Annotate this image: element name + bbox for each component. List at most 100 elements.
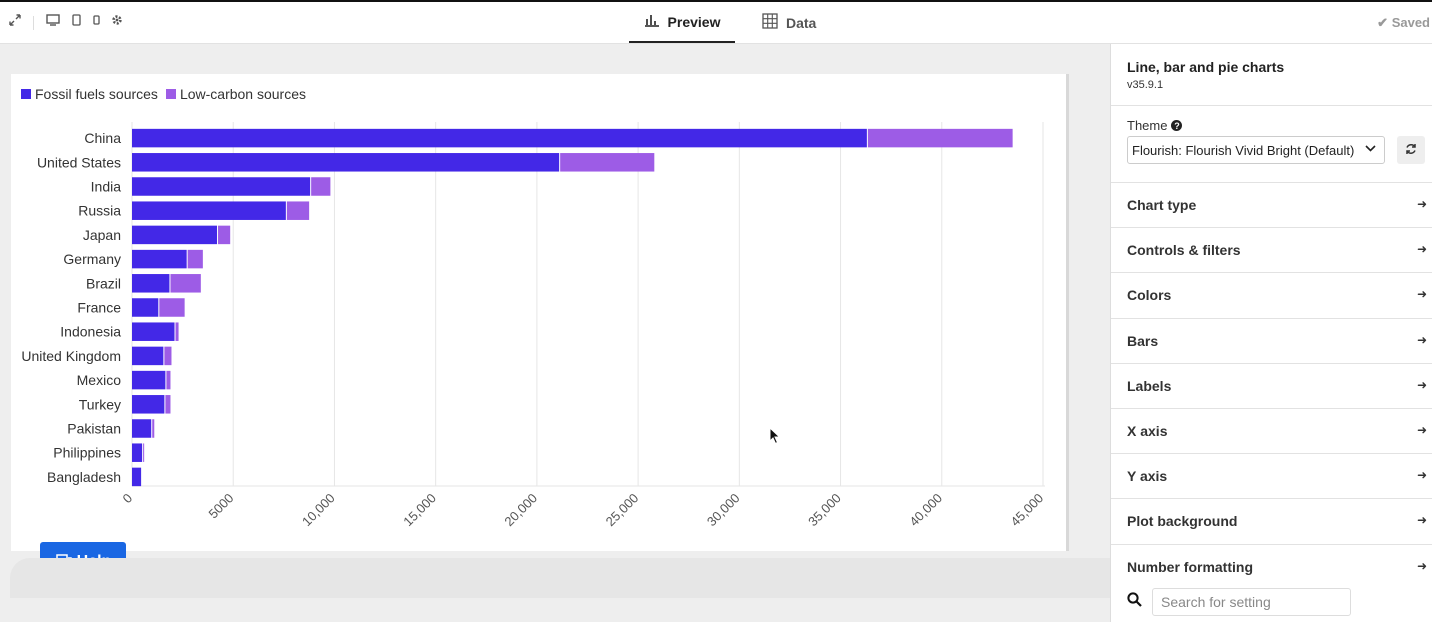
- bar-low-carbon: [166, 370, 171, 390]
- bar-fossil: [132, 153, 560, 172]
- arrow-right-icon: ➜: [1416, 468, 1427, 483]
- theme-label-text: Theme: [1127, 118, 1168, 133]
- settings-section-label: Bars: [1127, 332, 1159, 349]
- settings-panel: Line, bar and pie charts v35.9.1 Theme ?…: [1110, 44, 1432, 622]
- settings-section-label: Colors: [1127, 287, 1172, 304]
- tablet-icon[interactable]: [72, 14, 81, 30]
- bar-fossil: [132, 225, 218, 245]
- y-category-label: Philippines: [53, 445, 121, 461]
- tab-label: Preview: [667, 13, 721, 30]
- settings-section-number-formatting[interactable]: Number formatting ➜: [1111, 543, 1432, 589]
- settings-section-chart-type[interactable]: Chart type ➜: [1111, 182, 1432, 227]
- arrow-right-icon: ➜: [1416, 513, 1427, 528]
- settings-section-x-axis[interactable]: X axis ➜: [1111, 408, 1432, 453]
- legend-item-low-carbon[interactable]: Low-carbon sources: [165, 86, 306, 102]
- theme-select[interactable]: Flourish: Flourish Vivid Bright (Default…: [1127, 136, 1385, 164]
- x-tick-label: 35,000: [805, 490, 844, 529]
- y-category-label: United States: [37, 154, 121, 170]
- settings-section-y-axis[interactable]: Y axis ➜: [1111, 453, 1432, 498]
- x-tick-label: 30,000: [704, 490, 743, 529]
- refresh-theme-button[interactable]: [1397, 136, 1425, 164]
- bar-low-carbon: [170, 274, 201, 293]
- bar-chart: 0 5000 10,000 15,000 20,000 25,000 30,000 35,00…: [21, 122, 1046, 529]
- gear-icon[interactable]: [111, 14, 123, 30]
- top-toolbar: Preview Data ✔ Saved: [0, 2, 1432, 44]
- mouse-cursor-icon: [769, 426, 781, 450]
- refresh-icon: [1405, 143, 1417, 158]
- arrow-right-icon: ➜: [1416, 558, 1427, 573]
- x-tick-label: 0: [120, 490, 136, 506]
- bar-fossil: [132, 370, 166, 390]
- y-category-label: Germany: [63, 251, 121, 267]
- chart-card: 0 5000 10,000 15,000 20,000 25,000 30,000 35,00…: [11, 74, 1069, 551]
- settings-section-label: Controls & filters: [1127, 242, 1241, 259]
- template-title: Line, bar and pie charts: [1127, 59, 1285, 75]
- legend-label: Low-carbon sources: [179, 86, 306, 102]
- settings-search-input[interactable]: [1152, 588, 1351, 616]
- bar-fossil: [132, 274, 170, 293]
- bar-low-carbon: [286, 201, 310, 220]
- table-icon: [762, 13, 778, 32]
- x-tick-label: 40,000: [906, 490, 945, 529]
- y-category-label: Russia: [78, 203, 121, 219]
- y-category-label: Mexico: [77, 372, 122, 388]
- legend-label: Fossil fuels sources: [35, 86, 158, 102]
- mobile-icon[interactable]: [93, 14, 100, 30]
- y-category-label: Pakistan: [67, 421, 121, 437]
- window-top-border: [0, 0, 1432, 2]
- settings-section-colors[interactable]: Colors ➜: [1111, 272, 1432, 317]
- settings-section-label: Plot background: [1127, 513, 1238, 530]
- settings-section-label: Number formatting: [1127, 558, 1253, 575]
- legend-swatch: [21, 89, 31, 99]
- y-category-label: United Kingdom: [21, 348, 121, 364]
- chevron-down-icon: [1365, 143, 1376, 155]
- y-category-label: India: [91, 179, 122, 195]
- save-status-label: Saved: [1391, 15, 1430, 30]
- y-category-label: Japan: [83, 227, 121, 243]
- settings-search-bar: [1111, 580, 1432, 622]
- tab-label: Data: [786, 14, 817, 31]
- bar-fossil: [132, 419, 152, 438]
- tab-data[interactable]: Data: [762, 2, 816, 43]
- bar-chart-icon: [644, 13, 660, 30]
- bar-fossil: [132, 249, 187, 269]
- desktop-icon[interactable]: [46, 14, 60, 30]
- bar-fossil: [132, 395, 165, 414]
- settings-section-plot-background[interactable]: Plot background ➜: [1111, 498, 1432, 543]
- bar-low-carbon: [867, 128, 1013, 148]
- bar-fossil: [132, 322, 175, 341]
- arrow-right-icon: ➜: [1416, 377, 1427, 392]
- bar-low-carbon: [311, 177, 331, 196]
- settings-section-controls-filters[interactable]: Controls & filters ➜: [1111, 227, 1432, 272]
- theme-label: Theme ?: [1127, 118, 1183, 133]
- settings-section-label: X axis: [1127, 423, 1168, 439]
- bar-low-carbon: [143, 443, 145, 462]
- settings-section-bars[interactable]: Bars ➜: [1111, 317, 1432, 363]
- bar-low-carbon: [218, 225, 231, 245]
- y-category-label: Turkey: [79, 396, 121, 412]
- bar-low-carbon: [175, 322, 179, 341]
- theme-select-value: Flourish: Flourish Vivid Bright (Default…: [1132, 142, 1355, 158]
- y-category-label: China: [84, 130, 121, 146]
- search-icon: [1127, 592, 1142, 612]
- bar-fossil: [132, 177, 311, 196]
- bar-low-carbon: [187, 249, 203, 269]
- arrow-right-icon: ➜: [1416, 287, 1427, 302]
- legend-item-fossil[interactable]: Fossil fuels sources: [21, 86, 158, 102]
- settings-section-labels[interactable]: Labels ➜: [1111, 362, 1432, 408]
- settings-section-label: Chart type: [1127, 197, 1197, 213]
- preview-canvas: 0 5000 10,000 15,000 20,000 25,000 30,000 35,00…: [0, 44, 1110, 622]
- legend-swatch: [165, 89, 176, 99]
- y-category-label: France: [77, 300, 121, 316]
- arrow-right-icon: ➜: [1416, 423, 1427, 437]
- divider: [1111, 105, 1432, 106]
- x-tick-label: 25,000: [603, 490, 642, 529]
- help-icon[interactable]: ?: [1171, 120, 1183, 131]
- bar-low-carbon: [152, 419, 155, 438]
- tab-preview[interactable]: Preview: [629, 2, 735, 43]
- settings-section-label: Labels: [1127, 377, 1172, 394]
- arrow-right-icon: ➜: [1416, 332, 1427, 347]
- x-tick-label: 20,000: [501, 490, 540, 529]
- expand-icon[interactable]: [9, 14, 21, 30]
- x-tick-label: 15,000: [400, 490, 439, 529]
